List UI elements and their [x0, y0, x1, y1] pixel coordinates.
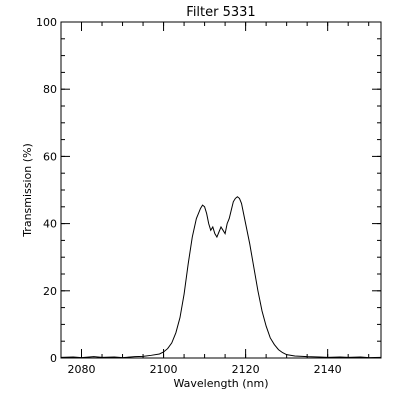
y-axis-label: Transmission (%): [21, 143, 34, 238]
x-tick-label: 2140: [314, 363, 342, 376]
y-tick-label: 100: [36, 16, 57, 29]
y-tick-label: 80: [43, 83, 57, 96]
x-tick-label: 2100: [150, 363, 178, 376]
transmission-curve: [60, 196, 382, 359]
plot-frame: [60, 21, 382, 359]
x-axis-label: Wavelength (nm): [173, 377, 268, 390]
y-tick-label: 0: [50, 352, 57, 365]
y-tick-label: 60: [43, 150, 57, 163]
x-tick-label: 2120: [232, 363, 260, 376]
y-tick-label: 40: [43, 218, 57, 231]
x-tick-label: 2080: [68, 363, 96, 376]
chart-title: Filter 5331: [186, 5, 255, 20]
y-tick-label: 20: [43, 285, 57, 298]
axis-ticks: [60, 21, 381, 359]
tick-labels: 2080 2100 2120 2140 0 20 40 60 80 100: [36, 16, 342, 376]
